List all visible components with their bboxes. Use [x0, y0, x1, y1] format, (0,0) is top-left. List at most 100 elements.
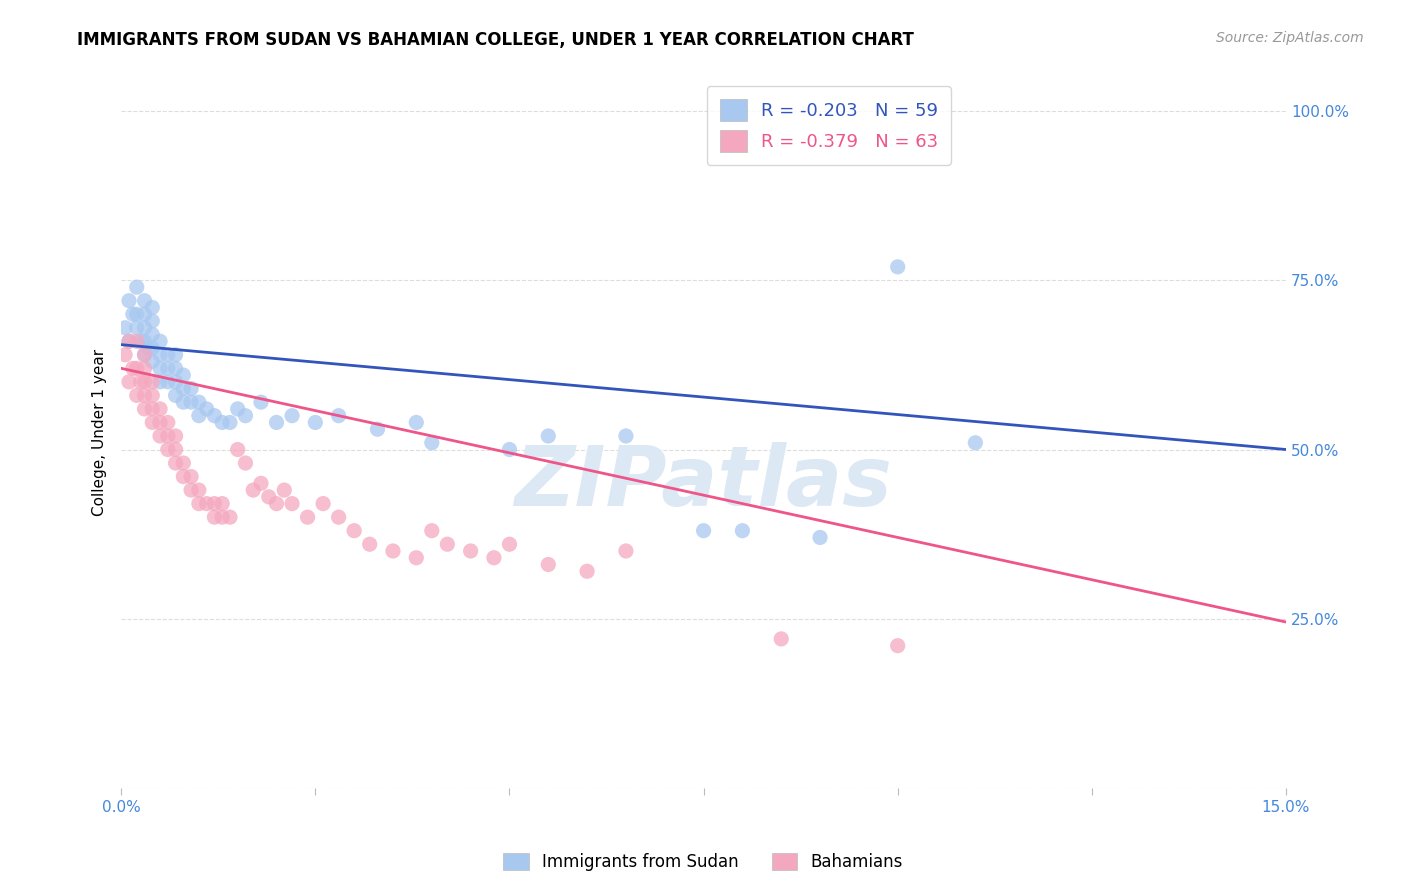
Point	[257, 490, 280, 504]
Point	[118, 334, 141, 349]
Point	[125, 334, 148, 349]
Point	[141, 401, 163, 416]
Point	[141, 388, 163, 402]
Point	[129, 334, 152, 349]
Point	[235, 456, 257, 470]
Point	[359, 537, 381, 551]
Point	[187, 497, 209, 511]
Point	[692, 524, 714, 538]
Point	[134, 307, 156, 321]
Point	[281, 409, 304, 423]
Point	[226, 442, 249, 457]
Point	[498, 537, 520, 551]
Point	[266, 497, 288, 511]
Point	[187, 483, 209, 497]
Point	[134, 334, 156, 349]
Point	[886, 260, 908, 274]
Point	[328, 409, 350, 423]
Point	[165, 375, 187, 389]
Point	[141, 416, 163, 430]
Point	[172, 456, 194, 470]
Point	[125, 388, 148, 402]
Y-axis label: College, Under 1 year: College, Under 1 year	[93, 349, 107, 516]
Point	[187, 409, 209, 423]
Point	[614, 429, 637, 443]
Point	[731, 524, 754, 538]
Legend: R = -0.203   N = 59, R = -0.379   N = 63: R = -0.203 N = 59, R = -0.379 N = 63	[707, 87, 950, 165]
Point	[405, 550, 427, 565]
Point	[250, 476, 273, 491]
Point	[172, 469, 194, 483]
Point	[576, 564, 599, 578]
Point	[273, 483, 295, 497]
Point	[165, 456, 187, 470]
Point	[219, 510, 242, 524]
Point	[134, 388, 156, 402]
Point	[114, 320, 136, 334]
Point	[211, 416, 233, 430]
Point	[250, 395, 273, 409]
Point	[172, 395, 194, 409]
Point	[156, 348, 179, 362]
Point	[460, 544, 482, 558]
Point	[125, 320, 148, 334]
Point	[134, 320, 156, 334]
Point	[118, 334, 141, 349]
Point	[149, 334, 172, 349]
Point	[304, 416, 326, 430]
Point	[149, 429, 172, 443]
Point	[141, 354, 163, 368]
Point	[266, 416, 288, 430]
Point	[165, 388, 187, 402]
Point	[180, 395, 202, 409]
Point	[156, 361, 179, 376]
Point	[498, 442, 520, 457]
Point	[886, 639, 908, 653]
Point	[211, 497, 233, 511]
Point	[121, 361, 143, 376]
Point	[134, 361, 156, 376]
Point	[149, 401, 172, 416]
Point	[202, 510, 225, 524]
Point	[281, 497, 304, 511]
Point	[129, 375, 152, 389]
Point	[195, 497, 218, 511]
Point	[297, 510, 319, 524]
Point	[156, 429, 179, 443]
Point	[156, 442, 179, 457]
Point	[118, 375, 141, 389]
Point	[537, 429, 560, 443]
Point	[195, 401, 218, 416]
Point	[202, 409, 225, 423]
Point	[328, 510, 350, 524]
Point	[180, 382, 202, 396]
Point	[172, 382, 194, 396]
Point	[614, 544, 637, 558]
Point	[118, 293, 141, 308]
Legend: Immigrants from Sudan, Bahamians: Immigrants from Sudan, Bahamians	[495, 845, 911, 880]
Point	[219, 416, 242, 430]
Text: Source: ZipAtlas.com: Source: ZipAtlas.com	[1216, 31, 1364, 45]
Point	[165, 361, 187, 376]
Point	[312, 497, 335, 511]
Point	[125, 280, 148, 294]
Point	[165, 429, 187, 443]
Point	[226, 401, 249, 416]
Point	[149, 361, 172, 376]
Point	[125, 307, 148, 321]
Point	[366, 422, 388, 436]
Point	[134, 348, 156, 362]
Point	[172, 368, 194, 383]
Point	[235, 409, 257, 423]
Point	[770, 632, 793, 646]
Point	[134, 348, 156, 362]
Point	[141, 341, 163, 355]
Point	[149, 416, 172, 430]
Text: ZIPatlas: ZIPatlas	[515, 442, 893, 523]
Point	[382, 544, 405, 558]
Point	[187, 395, 209, 409]
Point	[141, 314, 163, 328]
Point	[405, 416, 427, 430]
Point	[125, 361, 148, 376]
Point	[141, 375, 163, 389]
